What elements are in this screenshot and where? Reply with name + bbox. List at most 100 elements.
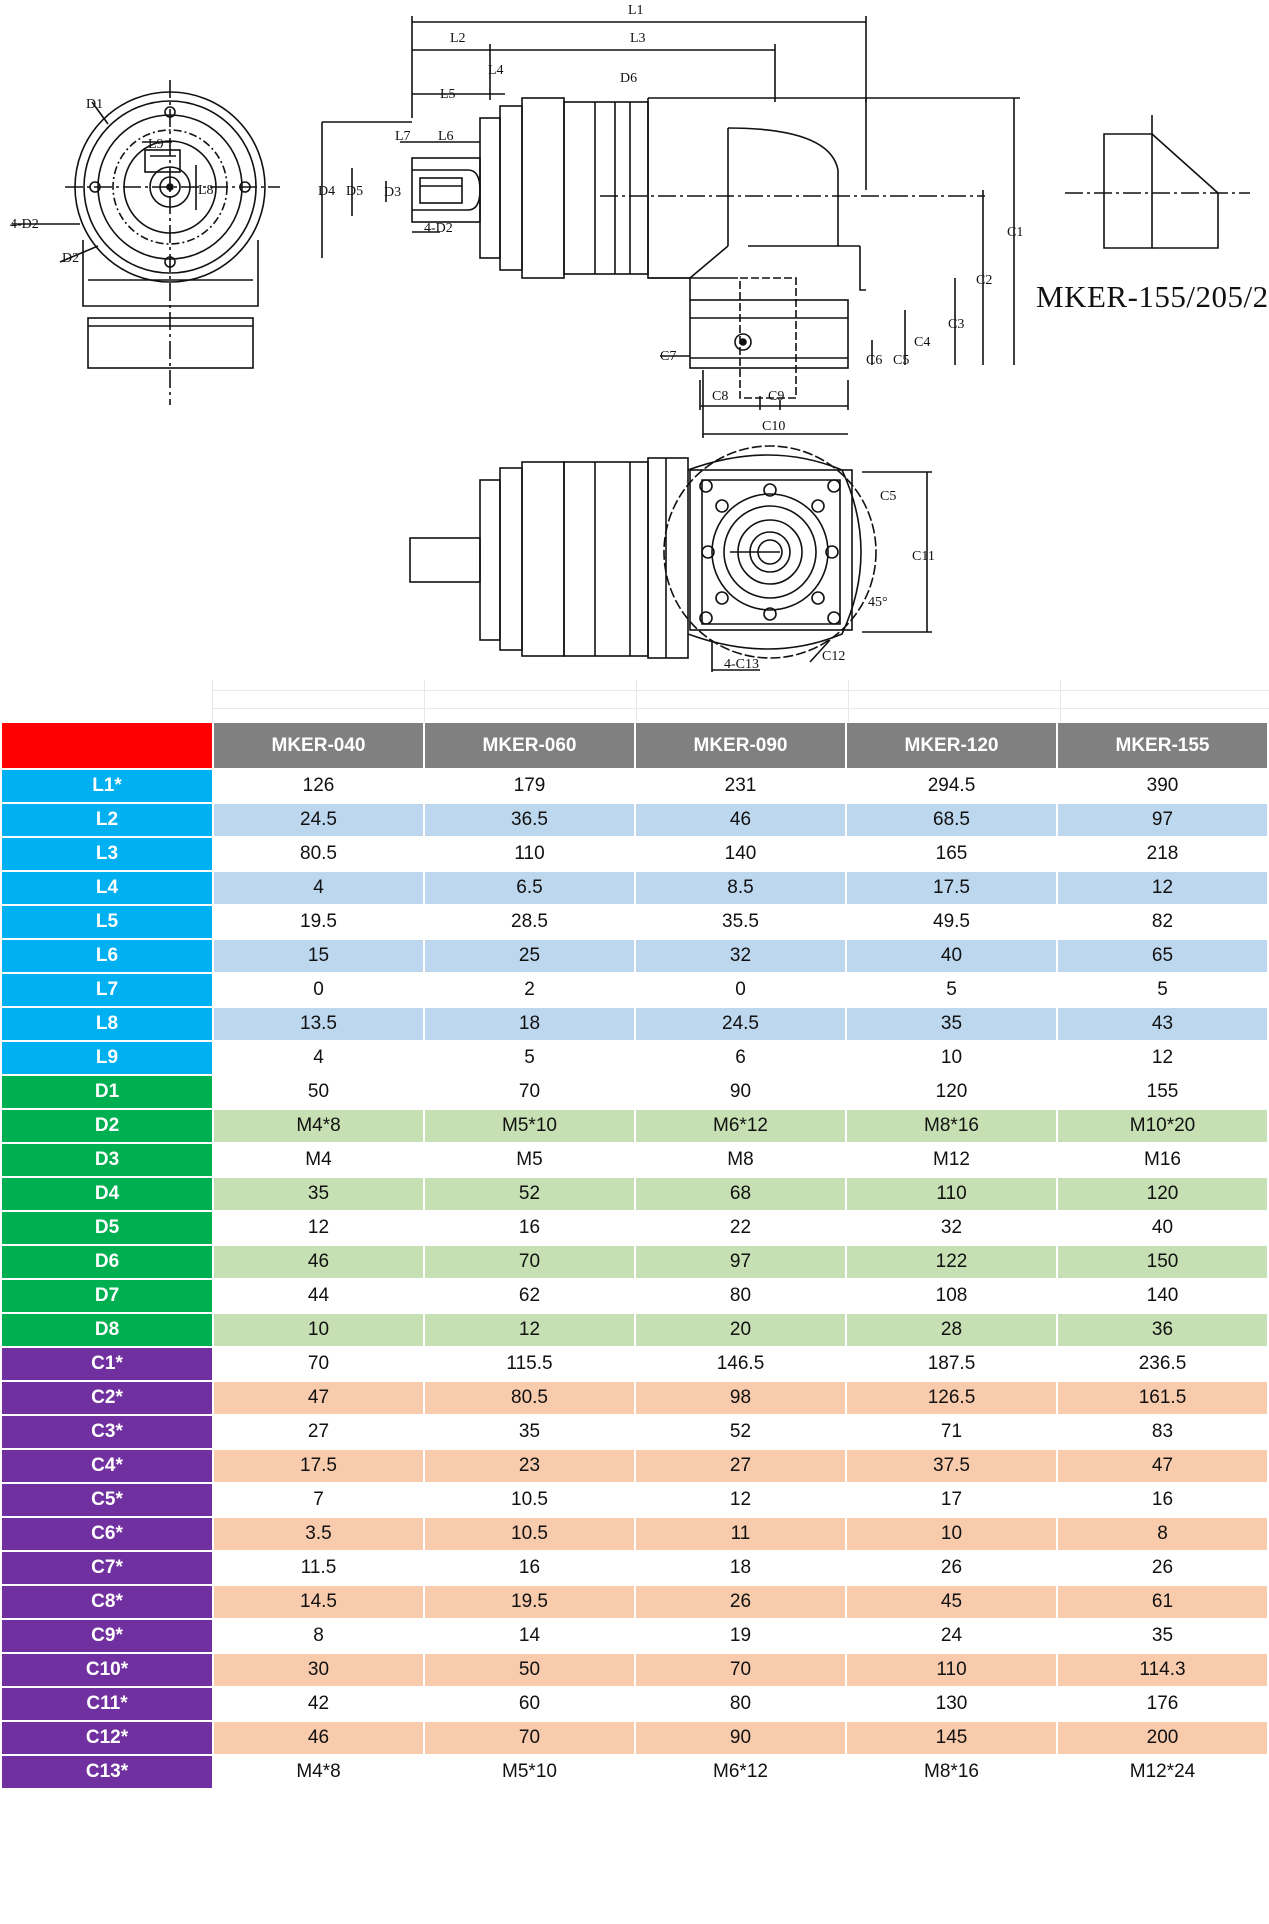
table-cell: 12 <box>425 1314 634 1348</box>
table-cell: 60 <box>425 1688 634 1722</box>
row-label: C13* <box>2 1756 212 1790</box>
grid-divider <box>424 680 425 722</box>
table-cell: 126 <box>214 770 423 804</box>
table-cell: 6.5 <box>425 872 634 906</box>
table-cell: 10 <box>847 1042 1056 1076</box>
table-cell: 20 <box>636 1314 845 1348</box>
table-cell: 4 <box>214 872 423 906</box>
label-C6: C6 <box>866 353 882 368</box>
table-cell: M4*8 <box>214 1756 423 1790</box>
table-cell: 10 <box>847 1518 1056 1552</box>
technical-drawing: L1 L2 L3 L4 L5 L6 L7 4-D2 L9 D1 D2 D3 D4… <box>0 0 1269 680</box>
label-L8b: L8 <box>198 183 214 198</box>
label-C7: C7 <box>660 349 676 364</box>
table-cell: 115.5 <box>425 1348 634 1382</box>
table-cell: 44 <box>214 1280 423 1314</box>
table-cell: 26 <box>847 1552 1056 1586</box>
table-cell: 18 <box>636 1552 845 1586</box>
table-cell: 90 <box>636 1076 845 1110</box>
table-cell: 16 <box>1058 1484 1267 1518</box>
label-D4: D4 <box>318 184 335 199</box>
label-C10: C10 <box>762 419 785 434</box>
table-cell: 12 <box>214 1212 423 1246</box>
row-label: L8 <box>2 1008 212 1042</box>
label-C1: C1 <box>1007 225 1023 240</box>
table-cell: 97 <box>636 1246 845 1280</box>
table-row: C4* 17.5 23 27 37.5 47 <box>2 1450 1267 1484</box>
table-cell: M5 <box>425 1144 634 1178</box>
table-cell: 70 <box>425 1722 634 1756</box>
table-cell: 30 <box>214 1654 423 1688</box>
label-C3: C3 <box>948 317 964 332</box>
table-header-row: MKER-040 MKER-060 MKER-090 MKER-120 MKER… <box>2 723 1267 770</box>
table-cell: 146.5 <box>636 1348 845 1382</box>
table-cell: 43 <box>1058 1008 1267 1042</box>
row-label: C10* <box>2 1654 212 1688</box>
projection-symbol <box>1065 115 1250 249</box>
table-cell: 294.5 <box>847 770 1056 804</box>
table-cell: 70 <box>425 1246 634 1280</box>
table-row: D6 46 70 97 122 150 <box>2 1246 1267 1280</box>
table-cell: 40 <box>847 940 1056 974</box>
label-L5: L5 <box>440 87 456 102</box>
table-cell: 120 <box>1058 1178 1267 1212</box>
table-cell: 26 <box>1058 1552 1267 1586</box>
table-cell: 36.5 <box>425 804 634 838</box>
table-cell: 12 <box>1058 1042 1267 1076</box>
table-cell: 19 <box>636 1620 845 1654</box>
table-cell: 27 <box>214 1416 423 1450</box>
table-cell: 36 <box>1058 1314 1267 1348</box>
table-cell: M12*24 <box>1058 1756 1267 1790</box>
label-L6: L6 <box>438 129 454 144</box>
table-cell: 390 <box>1058 770 1267 804</box>
table-cell: 16 <box>425 1552 634 1586</box>
table-row: C9* 8 14 19 24 35 <box>2 1620 1267 1654</box>
column-header: MKER-155 <box>1058 723 1267 770</box>
label-D6: D6 <box>620 71 637 86</box>
table-cell: 35.5 <box>636 906 845 940</box>
table-cell: 110 <box>847 1654 1056 1688</box>
label-L2: L2 <box>450 31 466 46</box>
label-L9: L9 <box>148 137 164 152</box>
table-cell: 10.5 <box>425 1518 634 1552</box>
table-cell: 17.5 <box>214 1450 423 1484</box>
table-cell: 61 <box>1058 1586 1267 1620</box>
table-cell: 2 <box>425 974 634 1008</box>
label-C11: C11 <box>912 549 935 564</box>
table-cell: 35 <box>214 1178 423 1212</box>
table-cell: 26 <box>636 1586 845 1620</box>
table-cell: 161.5 <box>1058 1382 1267 1416</box>
label-D1: D1 <box>86 97 103 112</box>
table-cell: 50 <box>425 1654 634 1688</box>
label-L3: L3 <box>630 31 646 46</box>
table-cell: 231 <box>636 770 845 804</box>
table-cell: 155 <box>1058 1076 1267 1110</box>
table-cell: 37.5 <box>847 1450 1056 1484</box>
column-header: MKER-040 <box>214 723 423 770</box>
table-row: L4 4 6.5 8.5 17.5 12 <box>2 872 1267 906</box>
table-cell: 97 <box>1058 804 1267 838</box>
label-C9: C9 <box>768 389 784 404</box>
label-C5: C5 <box>893 353 909 368</box>
grid-divider <box>212 690 1269 691</box>
table-cell: 80.5 <box>214 838 423 872</box>
table-cell: 83 <box>1058 1416 1267 1450</box>
table-cell: 46 <box>214 1246 423 1280</box>
row-label: C12* <box>2 1722 212 1756</box>
table-row: D8 10 12 20 28 36 <box>2 1314 1267 1348</box>
front-view <box>12 80 280 405</box>
table-cell: 6 <box>636 1042 845 1076</box>
table-row: C5* 7 10.5 12 17 16 <box>2 1484 1267 1518</box>
table-cell: 176 <box>1058 1688 1267 1722</box>
table-cell: 40 <box>1058 1212 1267 1246</box>
table-cell: 200 <box>1058 1722 1267 1756</box>
spec-table: MKER-040 MKER-060 MKER-090 MKER-120 MKER… <box>0 723 1269 1790</box>
table-row: C1* 70 115.5 146.5 187.5 236.5 <box>2 1348 1267 1382</box>
row-label: C1* <box>2 1348 212 1382</box>
table-cell: 17.5 <box>847 872 1056 906</box>
label-45deg: 45° <box>868 595 888 610</box>
label-4-D2: 4-D2 <box>10 217 39 232</box>
grid-divider <box>212 708 1269 709</box>
table-cell: 11 <box>636 1518 845 1552</box>
table-row: L7 0 2 0 5 5 <box>2 974 1267 1008</box>
